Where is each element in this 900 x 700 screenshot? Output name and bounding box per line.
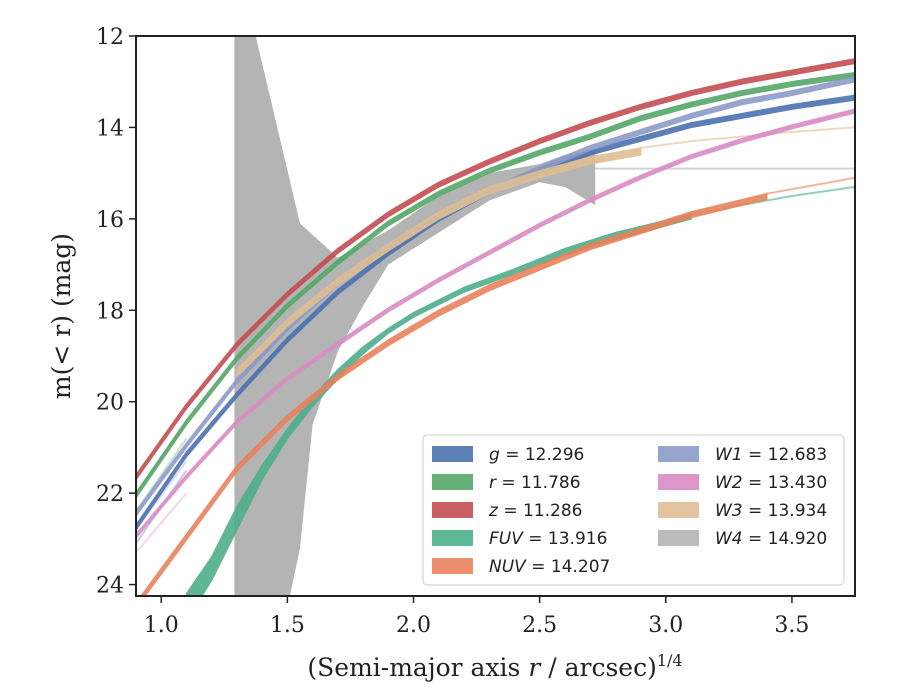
legend-swatch-w2 xyxy=(658,474,699,490)
legend-swatch-g xyxy=(432,446,473,462)
legend: g = 12.296 r = 11.786 z = 11.286 FUV = 13.9… xyxy=(422,434,845,586)
x-tick-label: 3.0 xyxy=(648,613,683,638)
y-axis-title: m(< r) (mag) xyxy=(47,233,76,399)
series-w4-band xyxy=(234,36,596,596)
series-r-band xyxy=(136,71,855,500)
plot-area xyxy=(136,36,855,596)
legend-label-w1: W1 = 12.683 xyxy=(715,445,827,465)
legend-label-w4: W4 = 14.920 xyxy=(715,529,827,549)
x-tick-label: 2.5 xyxy=(522,613,557,638)
x-tick-label: 1.0 xyxy=(144,613,179,638)
legend-swatch-nuv xyxy=(432,558,473,574)
series-w2-band xyxy=(136,108,855,540)
y-tick-label: 12 xyxy=(96,25,124,50)
series-nuv-extension xyxy=(766,176,855,195)
legend-swatch-z xyxy=(432,502,473,518)
legend-label-w3: W3 = 13.934 xyxy=(715,501,827,521)
legend-label-nuv: NUV = 14.207 xyxy=(489,557,610,577)
legend-label-w2: W2 = 13.430 xyxy=(715,473,827,493)
series-nuv-band xyxy=(140,192,768,596)
series-w3-band xyxy=(236,147,642,379)
x-axis-title: (Semi-major axis r / arcsec)1/4 xyxy=(307,651,682,682)
legend-swatch-w4 xyxy=(658,530,699,546)
x-tick-label: 2.0 xyxy=(396,613,431,638)
legend-label-fuv: FUV = 13.916 xyxy=(489,529,607,549)
legend-swatch-w1 xyxy=(658,446,699,462)
y-tick-label: 14 xyxy=(96,116,124,141)
plot-frame xyxy=(135,35,856,597)
y-tick-label: 22 xyxy=(96,482,124,507)
axis-ticks: 1.0 1.5 2.0 2.5 3.0 3.5 12 14 16 18 20 22 24 xyxy=(96,25,809,638)
y-tick-label: 20 xyxy=(96,391,124,416)
legend-label-r: r = 11.786 xyxy=(489,473,581,493)
series-w3-extension xyxy=(640,126,855,149)
x-tick-label: 1.5 xyxy=(270,613,305,638)
legend-label-z: z = 11.286 xyxy=(488,501,582,521)
legend-box xyxy=(422,434,845,586)
legend-swatch-w3 xyxy=(658,502,699,518)
legend-swatch-fuv xyxy=(432,530,473,546)
series-w2-faint xyxy=(136,492,188,554)
legend-label-g: g = 12.296 xyxy=(489,445,584,465)
x-tick-label: 3.5 xyxy=(774,613,809,638)
y-tick-label: 16 xyxy=(96,208,124,233)
y-tick-label: 24 xyxy=(96,574,124,599)
series-z-band xyxy=(136,58,855,481)
legend-swatch-r xyxy=(432,474,473,490)
y-tick-label: 18 xyxy=(96,299,124,324)
